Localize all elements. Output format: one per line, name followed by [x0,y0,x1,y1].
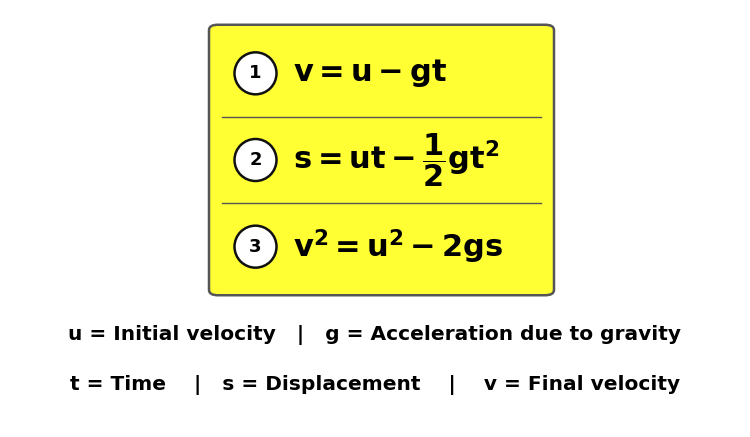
Text: 1: 1 [249,64,262,82]
Ellipse shape [235,225,277,268]
Text: 3: 3 [249,238,262,256]
Text: $\mathbf{s = ut - \dfrac{1}{2}gt^2}$: $\mathbf{s = ut - \dfrac{1}{2}gt^2}$ [293,131,500,189]
Ellipse shape [235,52,277,94]
FancyBboxPatch shape [209,25,554,295]
Ellipse shape [235,139,277,181]
Text: u = Initial velocity   |   g = Acceleration due to gravity: u = Initial velocity | g = Acceleration … [68,325,682,345]
Text: $\mathbf{v = u - gt}$: $\mathbf{v = u - gt}$ [293,57,447,89]
Text: t = Time    |   s = Displacement    |    v = Final velocity: t = Time | s = Displacement | v = Final … [70,375,680,395]
Text: $\mathbf{v^2 = u^2 - 2gs}$: $\mathbf{v^2 = u^2 - 2gs}$ [293,227,503,266]
Text: 2: 2 [249,151,262,169]
